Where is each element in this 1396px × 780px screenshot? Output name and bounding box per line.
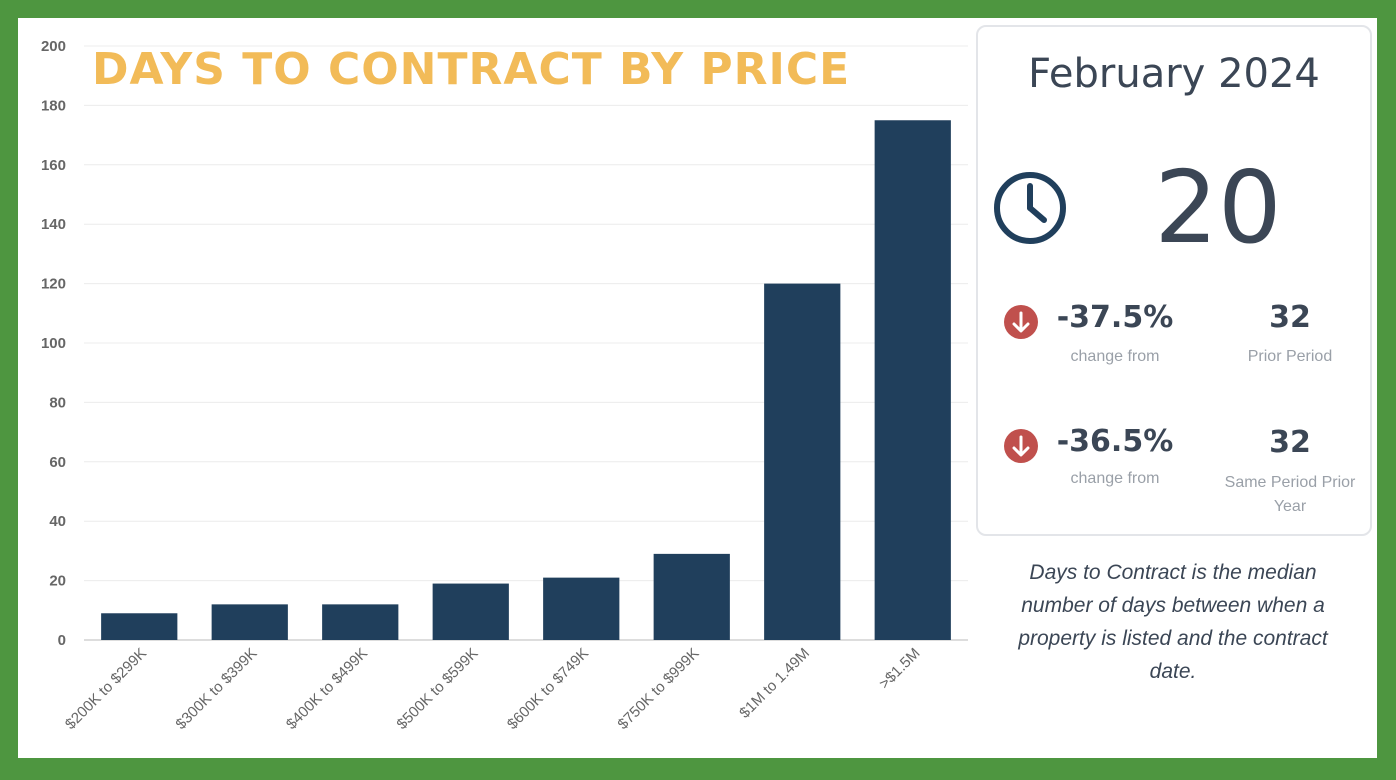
bar <box>322 604 399 640</box>
x-tick-label: $400K to $499K <box>283 645 371 733</box>
summary-card: February 2024 20 -37.5% change from 32 P… <box>976 25 1372 536</box>
prior-period-value: 32 <box>1269 300 1311 335</box>
x-tick-label: $200K to $299K <box>62 645 150 733</box>
bar <box>764 283 841 640</box>
change-label: change from <box>1070 348 1160 365</box>
bar <box>211 604 288 640</box>
days-value: 20 <box>1154 149 1282 266</box>
bar <box>653 553 730 640</box>
frame: 0 20 40 60 80 100 120 140 160 180 200 $200K to $299… <box>18 18 1377 758</box>
x-tick-label: $1M to 1.49M <box>736 645 813 722</box>
y-tick-label: 120 <box>41 276 66 293</box>
prior-year-value: 32 <box>1269 425 1311 460</box>
arrow-down-icon <box>1004 429 1038 463</box>
y-tick-label: 160 <box>41 157 66 174</box>
y-tick-label: 80 <box>49 394 66 411</box>
definition-note: Days to Contract is the median number of… <box>1018 561 1328 683</box>
period-label: February 2024 <box>1028 51 1320 97</box>
prior-period-label: Prior Period <box>1247 348 1333 365</box>
x-tick-label: $600K to $749K <box>504 645 592 733</box>
bar-chart: 0 20 40 60 80 100 120 140 160 180 200 $200K to $299… <box>41 38 968 733</box>
y-tick-label: 100 <box>41 335 66 352</box>
y-tick-label: 40 <box>49 513 66 530</box>
x-tick-label: $500K to $599K <box>393 645 481 733</box>
change-pct-prior-year: -36.5% <box>1056 424 1174 459</box>
x-tick-label: $300K to $399K <box>172 645 260 733</box>
y-tick-label: 0 <box>58 632 66 649</box>
bar <box>874 120 951 640</box>
x-tick-label: >$1.5M <box>876 645 924 693</box>
y-tick-label: 180 <box>41 97 66 114</box>
bar <box>432 583 509 640</box>
change-label: change from <box>1070 470 1160 487</box>
y-tick-label: 60 <box>49 454 66 471</box>
y-tick-label: 200 <box>41 38 66 55</box>
bar <box>543 577 620 640</box>
arrow-down-icon <box>1004 305 1038 339</box>
y-tick-label: 140 <box>41 216 66 233</box>
prior-year-label: Same Period Prior Year <box>1224 474 1356 515</box>
chart-title: DAYS TO CONTRACT BY PRICE <box>92 44 851 95</box>
change-pct-prior-period: -37.5% <box>1056 300 1174 335</box>
y-tick-label: 20 <box>49 573 66 590</box>
bar <box>101 613 178 640</box>
x-tick-label: $750K to $999K <box>614 645 702 733</box>
clock-icon <box>994 172 1066 244</box>
